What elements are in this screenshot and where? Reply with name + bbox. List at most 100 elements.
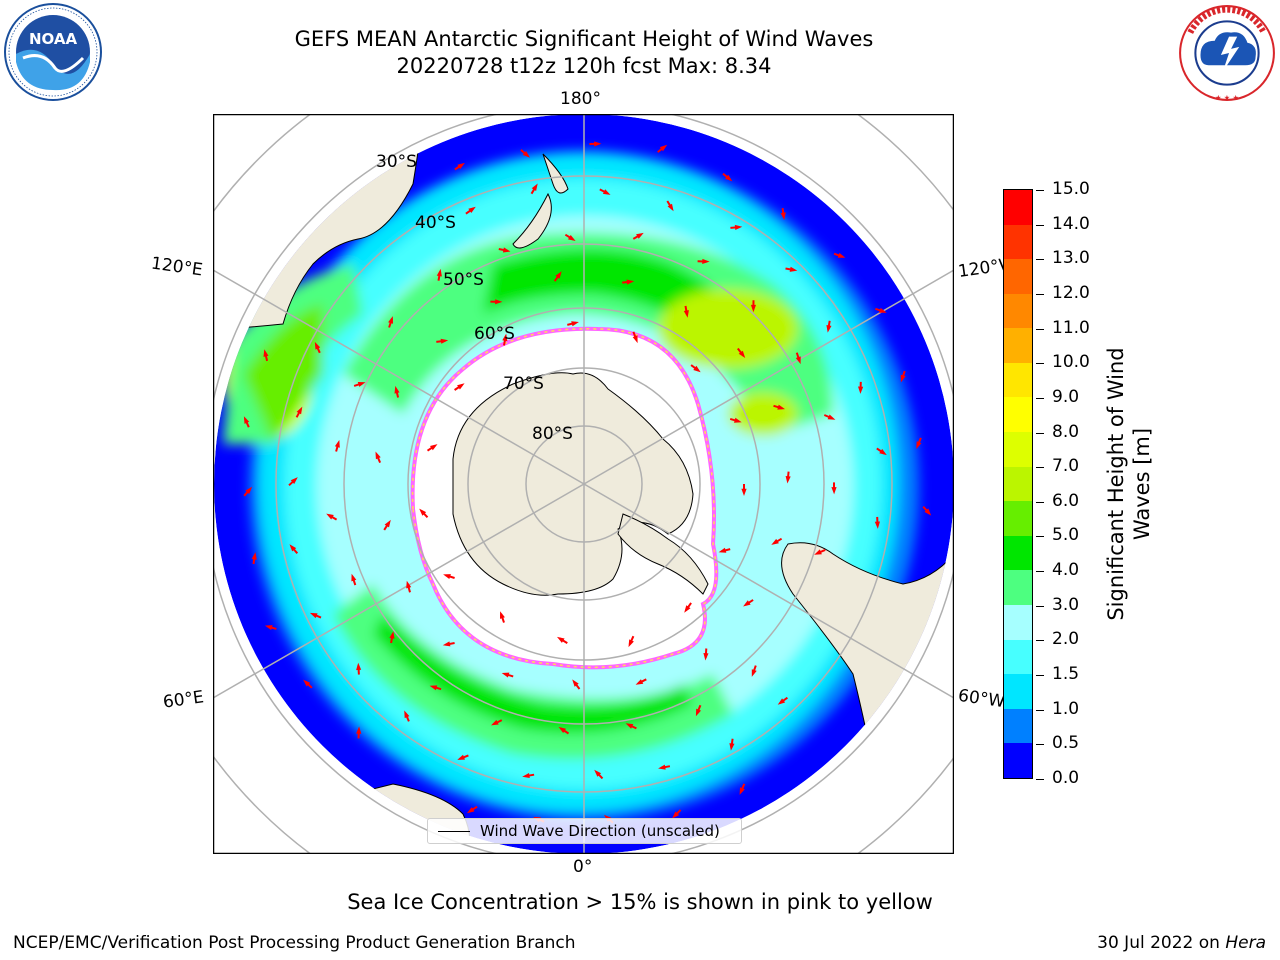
- colorbar-tick-label: 1.5: [1052, 664, 1080, 685]
- wave-band-4-0-north: [483, 249, 773, 364]
- wave-direction-arrowhead: [632, 335, 638, 344]
- wave-direction-arrowhead: [356, 726, 362, 734]
- wave-direction-arrowhead: [734, 224, 743, 230]
- wave-direction-arrowhead: [602, 189, 611, 195]
- legend-line-icon: [438, 830, 470, 832]
- colorbar-segment: [1004, 293, 1032, 329]
- wave-direction-arrowhead: [659, 144, 668, 152]
- wave-direction-arrowhead: [309, 612, 318, 619]
- colorbar-tick-label: 1.0: [1052, 698, 1080, 719]
- wave-direction-arrowhead: [594, 769, 602, 777]
- colorbar-tick-label: 3.0: [1052, 594, 1080, 615]
- colorbar-segment: [1004, 743, 1032, 778]
- wave-direction-arrowhead: [251, 552, 257, 560]
- wave-direction-arrowhead: [924, 508, 932, 516]
- colorbar-segment: [1004, 328, 1032, 363]
- lat-label-40s: 40°S: [415, 213, 456, 233]
- wave-direction-arrowhead: [826, 325, 832, 333]
- wave-direction-arrowhead: [625, 723, 634, 729]
- colorbar-title: Significant Height of Wind Waves [m]: [1104, 347, 1154, 621]
- colorbar-tick-label: 15.0: [1052, 179, 1090, 199]
- wave-direction-arrowhead: [501, 672, 510, 678]
- lat-label-80s: 80°S: [532, 424, 573, 444]
- wave-direction-arrowhead: [430, 444, 438, 451]
- wave-direction-arrowhead: [658, 764, 666, 770]
- map-border: [213, 114, 954, 854]
- wave-direction-arrowhead: [795, 356, 801, 365]
- wave-direction-arrowhead: [777, 698, 786, 705]
- colorbar-tick-mark: [1036, 536, 1044, 538]
- lat-label-60s: 60°S: [474, 324, 515, 344]
- wave-direction-arrowhead: [384, 519, 391, 528]
- colorbar-tick-label: 7.0: [1052, 456, 1080, 477]
- wave-direction-arrowhead: [572, 679, 579, 687]
- wave-direction-arrowhead: [558, 726, 566, 733]
- colorbar-tick-mark: [1036, 363, 1044, 365]
- lon-label-120e: 120°E: [149, 253, 204, 281]
- wave-direction-arrowhead: [245, 486, 253, 494]
- colorbar-tick-mark: [1036, 224, 1044, 226]
- wave-direction-arrowhead: [457, 754, 465, 760]
- colorbar-tick-label: 4.0: [1052, 560, 1080, 581]
- wave-direction-arrowhead: [491, 719, 499, 726]
- lon-label-0: 0°: [573, 857, 593, 877]
- sea-ice-caption: Sea Ice Concentration > 15% is shown in …: [347, 890, 933, 914]
- wave-direction-arrowhead: [443, 574, 451, 579]
- footer-date-text: 30 Jul 2022 on: [1097, 933, 1226, 953]
- colorbar-segment: [1004, 362, 1032, 398]
- colorbar-segment: [1004, 570, 1032, 606]
- wave-direction-arrowhead: [394, 385, 400, 394]
- wave-direction-arrowhead: [626, 279, 635, 285]
- colorbar-tick-mark: [1036, 675, 1044, 677]
- wave-direction-arrowhead: [442, 641, 451, 647]
- wave-direction-arrowhead: [290, 477, 298, 484]
- wave-direction-arrowhead: [837, 252, 846, 258]
- colorbar: [1003, 189, 1033, 779]
- colorbar-segment: [1004, 639, 1032, 675]
- wave-direction-arrowhead: [777, 404, 785, 410]
- wave-direction-arrowhead: [879, 307, 887, 313]
- nws-logo: ★ ★ ★: [1178, 4, 1276, 102]
- wave-direction-arrowhead: [900, 374, 906, 383]
- wave-direction-arrowhead: [672, 811, 680, 819]
- wave-band-6-0-north: [658, 289, 798, 369]
- colorbar-tick-mark: [1036, 467, 1044, 469]
- svg-text:★ ★ ★: ★ ★ ★: [1215, 93, 1239, 102]
- wave-direction-arrowhead: [357, 382, 366, 387]
- wave-direction-arrowhead: [785, 476, 791, 484]
- wave-direction-arrowhead: [683, 310, 689, 318]
- sea-ice-edge: [411, 328, 718, 669]
- wave-direction-arrowhead: [522, 151, 530, 158]
- wave-direction-arrowhead: [557, 636, 565, 643]
- wave-band-3-0-north: [343, 232, 833, 434]
- map-legend: Wind Wave Direction (unscaled): [427, 818, 742, 844]
- wave-direction-arrowhead: [568, 235, 576, 241]
- lon-label-60w: 60°W: [956, 685, 1007, 713]
- colorbar-tick-label: 8.0: [1052, 421, 1080, 442]
- wave-direction-arrowhead: [375, 451, 381, 460]
- wave-direction-arrowhead: [738, 350, 746, 358]
- wave-direction-arrowhead: [729, 743, 735, 751]
- colorbar-segment: [1004, 535, 1032, 571]
- wave-direction-arrowhead: [771, 538, 779, 545]
- colorbar-segment: [1004, 397, 1032, 433]
- wave-direction-arrowhead: [789, 266, 798, 272]
- wave-direction-arrowhead: [702, 258, 710, 264]
- chart-title: GEFS MEAN Antarctic Significant Height o…: [294, 27, 874, 51]
- colorbar-tick-label: 0.0: [1052, 768, 1080, 788]
- wave-direction-arrowhead: [457, 162, 465, 169]
- wave-direction-arrowhead: [628, 639, 634, 648]
- colorbar-segment: [1004, 501, 1032, 536]
- colorbar-tick-mark: [1036, 190, 1044, 191]
- colorbar-tick-label: 12.0: [1052, 282, 1090, 303]
- wave-direction-arrowhead: [296, 406, 303, 415]
- lat-label-70s: 70°S: [503, 374, 544, 394]
- wave-direction-arrowhead: [684, 605, 691, 613]
- colorbar-segment: [1004, 189, 1032, 225]
- chart-subtitle: 20220728 t12z 120h fcst Max: 8.34: [396, 54, 772, 78]
- wind-wave-direction-arrows: [243, 141, 932, 824]
- map-canvas: [213, 114, 954, 854]
- wave-direction-arrowhead: [500, 611, 505, 619]
- colorbar-tick-mark: [1036, 432, 1044, 434]
- wave-direction-arrowhead: [436, 268, 442, 277]
